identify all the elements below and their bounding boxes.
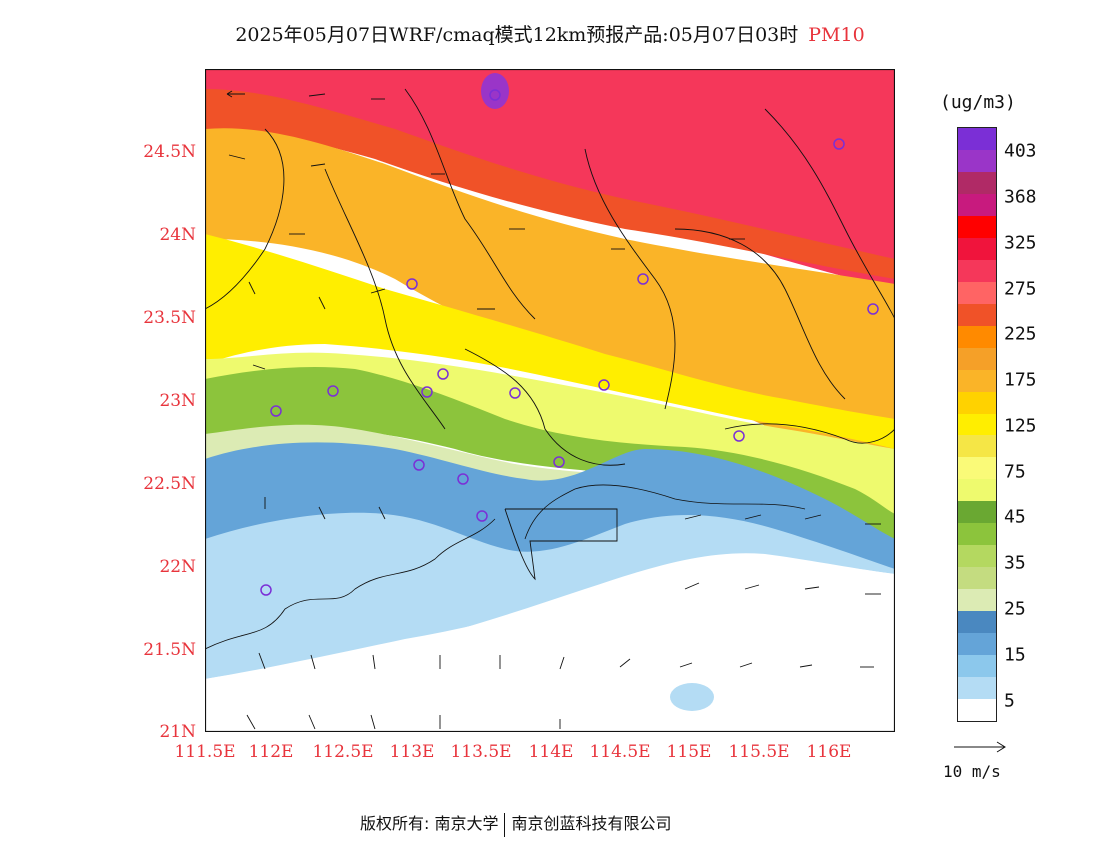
lon-tick: 112.5E xyxy=(312,742,374,762)
legend-label: 125 xyxy=(1004,415,1037,437)
company-name: 南京创蓝科技有限公司 xyxy=(511,814,672,833)
legend-swatch xyxy=(958,171,996,195)
legend-swatch xyxy=(958,501,996,524)
legend-swatch xyxy=(958,567,996,590)
legend-swatch xyxy=(958,391,996,414)
copyright-footer: 版权所有: 南京大学 南京创蓝科技有限公司 xyxy=(360,810,672,837)
legend-swatch xyxy=(958,633,996,656)
band-purple-spot xyxy=(481,73,509,109)
legend-swatch xyxy=(958,479,996,502)
lat-tick: 24.5N xyxy=(143,142,196,162)
legend-label: 225 xyxy=(1004,323,1037,345)
legend-swatch xyxy=(958,149,996,173)
legend-swatch xyxy=(958,545,996,568)
band-white xyxy=(205,559,895,732)
legend-swatch xyxy=(958,589,996,612)
legend-label: 403 xyxy=(1004,140,1037,162)
legend-swatch xyxy=(958,193,996,217)
lon-tick: 115E xyxy=(666,742,712,762)
legend-swatch xyxy=(958,128,996,151)
map-title: 2025年05月07日WRF/cmaq模式12km预报产品:05月07日03时 P… xyxy=(0,20,1100,47)
band-yellow xyxy=(205,234,895,449)
lon-tick: 113E xyxy=(389,742,435,762)
lat-tick: 21.5N xyxy=(143,640,196,660)
lat-tick: 23N xyxy=(159,391,196,411)
legend-label: 175 xyxy=(1004,369,1037,391)
legend-swatch xyxy=(958,611,996,634)
legend-label: 25 xyxy=(1004,598,1026,620)
wind-scale-label: 10 m/s xyxy=(943,762,1001,781)
legend-label: 45 xyxy=(1004,506,1026,528)
legend-label: 275 xyxy=(1004,278,1037,300)
reference-wind-arrow-icon xyxy=(954,741,1006,753)
footer-divider xyxy=(504,812,506,837)
station-markers xyxy=(260,89,879,596)
map-panel xyxy=(205,69,895,732)
legend-swatch xyxy=(958,677,996,700)
lat-tick: 22.5N xyxy=(143,474,196,494)
legend-swatch xyxy=(958,523,996,546)
legend-swatch xyxy=(958,303,996,327)
legend-swatch xyxy=(958,413,996,436)
legend-swatch xyxy=(958,369,996,393)
band-orange-red xyxy=(205,89,895,279)
legend-label: 35 xyxy=(1004,552,1026,574)
lon-tick: 113.5E xyxy=(450,742,512,762)
map-frame xyxy=(205,69,895,732)
legend-unit: (ug/m3) xyxy=(940,92,1016,113)
legend-swatch xyxy=(958,281,996,305)
legend-swatch xyxy=(958,215,996,239)
lon-tick: 114E xyxy=(528,742,574,762)
legend-label: 368 xyxy=(1004,186,1037,208)
lon-tick: 112E xyxy=(248,742,294,762)
lat-tick: 24N xyxy=(159,225,196,245)
wind-vectors xyxy=(226,90,881,730)
lon-tick: 116E xyxy=(806,742,852,762)
pm10-map xyxy=(205,69,895,732)
lon-tick: 114.5E xyxy=(589,742,651,762)
legend-swatch xyxy=(958,435,996,458)
legend-swatch xyxy=(958,699,996,722)
lon-tick: 111.5E xyxy=(174,742,236,762)
legend-swatch xyxy=(958,237,996,261)
variable-label: PM10 xyxy=(808,24,865,46)
band-small-blue xyxy=(670,683,714,711)
lat-tick: 22N xyxy=(159,557,196,577)
legend-label: 5 xyxy=(1004,690,1015,712)
legend-swatch xyxy=(958,347,996,371)
legend-swatch xyxy=(958,655,996,678)
color-legend xyxy=(957,127,997,722)
legend-swatch xyxy=(958,457,996,480)
band-light-blue xyxy=(205,512,895,679)
lat-tick: 21N xyxy=(159,722,196,742)
lon-tick: 115.5E xyxy=(728,742,790,762)
legend-label: 15 xyxy=(1004,644,1026,666)
admin-boundaries xyxy=(205,88,895,581)
legend-label: 75 xyxy=(1004,461,1026,483)
copyright-text: 版权所有: 南京大学 xyxy=(360,814,499,833)
coastline xyxy=(205,484,806,650)
legend-label: 325 xyxy=(1004,232,1037,254)
legend-swatch xyxy=(958,259,996,283)
title-text: 2025年05月07日WRF/cmaq模式12km预报产品:05月07日03时 xyxy=(235,24,799,46)
lat-tick: 23.5N xyxy=(143,308,196,328)
legend-swatch xyxy=(958,325,996,349)
band-green xyxy=(205,367,895,559)
